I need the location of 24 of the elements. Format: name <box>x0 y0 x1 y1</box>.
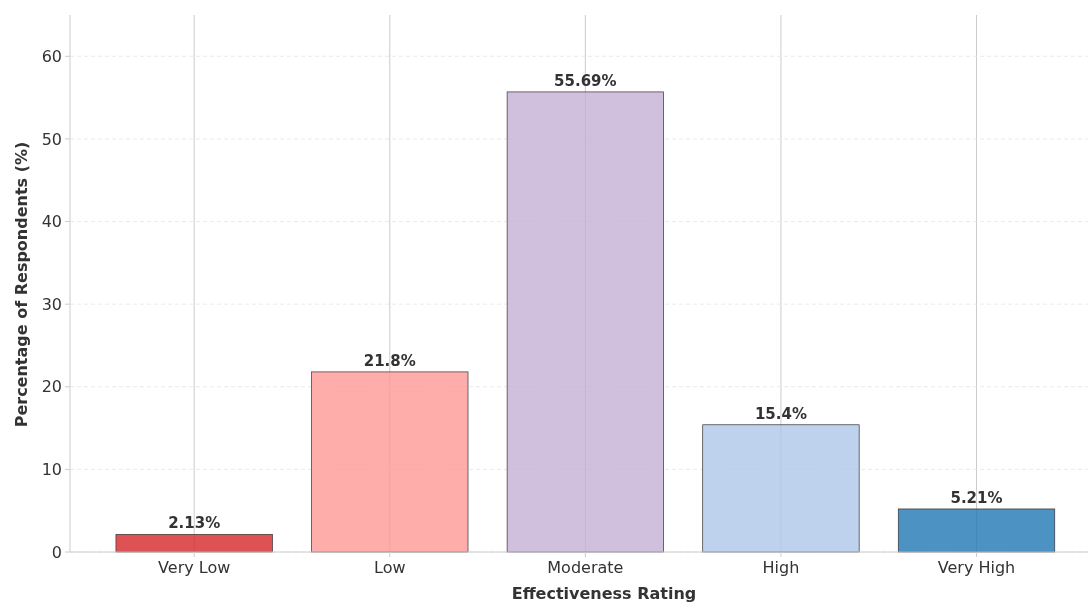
x-tick-label: Very High <box>937 558 1016 577</box>
x-tick-label: Moderate <box>547 558 624 577</box>
bar <box>897 508 1056 553</box>
data-label: 5.21% <box>950 488 1003 507</box>
bar <box>311 371 469 553</box>
data-label: 21.8% <box>363 351 416 370</box>
bar <box>702 424 860 553</box>
x-axis-title: Effectiveness Rating <box>511 584 697 603</box>
y-tick-label: 60 <box>41 46 62 66</box>
y-tick-label: 0 <box>51 542 62 562</box>
x-tick-label: High <box>762 558 800 577</box>
x-tick-label: Low <box>374 558 406 577</box>
y-tick-label: 40 <box>41 212 62 232</box>
data-label: 55.69% <box>554 71 617 90</box>
bar <box>115 534 273 553</box>
x-tick-label: Very Low <box>158 558 231 577</box>
y-axis-title: Percentage of Respondents (%) <box>12 141 31 428</box>
data-label: 15.4% <box>754 404 807 423</box>
y-tick-label: 20 <box>41 377 62 397</box>
y-tick-label: 50 <box>41 129 62 149</box>
data-label: 2.13% <box>168 514 221 533</box>
y-tick-label: 30 <box>41 294 62 314</box>
y-tick-label: 10 <box>41 459 62 479</box>
bar <box>506 91 664 553</box>
